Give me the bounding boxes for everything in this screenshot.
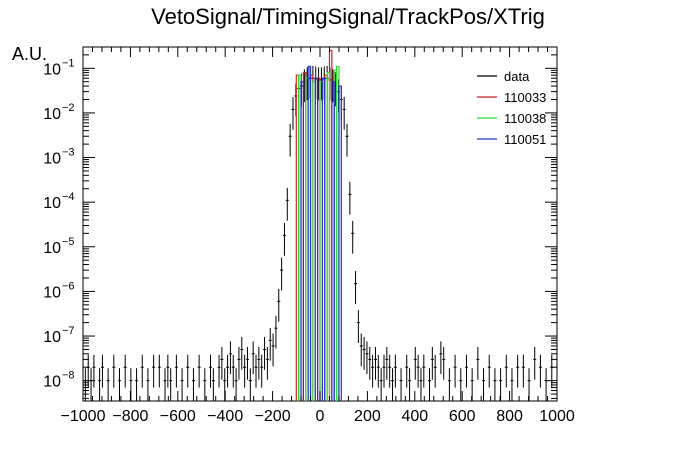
y-tick-exponent: −4 [62,191,75,203]
legend-label-110033: 110033 [504,90,546,105]
x-tick-label: −1000 [61,408,106,425]
legend: data 110033 110038 110051 [477,69,546,147]
legend-label-110051: 110051 [504,132,546,147]
y-tick-exponent: −8 [62,370,75,382]
series-110051-bin [307,65,312,401]
y-tick-label: 10 [43,61,61,78]
y-tick-exponent: −7 [62,325,75,337]
y-tick-label: 10 [43,240,61,257]
y-tick-label: 10 [43,151,61,168]
chart-title: VetoSignal/TimingSignal/TrackPos/XTrig [151,4,545,29]
x-tick-label: −800 [112,408,148,425]
y-tick-label: 10 [43,106,61,123]
x-tick-label: −600 [160,408,196,425]
x-tick-label: −400 [207,408,243,425]
series-110051-bin [300,81,305,401]
x-tick-label: 0 [316,408,325,425]
x-tick-label: 200 [354,408,381,425]
y-tick-exponent: −5 [62,236,75,248]
x-tick-label: 600 [449,408,476,425]
y-tick-label: 10 [43,284,61,301]
y-tick-exponent: −2 [62,102,75,114]
series-110051-bin [338,85,342,401]
y-tick-exponent: −1 [62,57,75,69]
x-tick-label: 400 [401,408,428,425]
series-110051-bin [331,81,335,401]
x-tick-label: −200 [255,408,291,425]
x-tick-label: 800 [496,408,523,425]
y-tick-label: 10 [43,374,61,391]
series-110051-bin [314,77,319,401]
y-tick-exponent: −3 [62,147,75,159]
legend-label-data: data [504,69,530,84]
series-110051-bin [321,77,326,401]
y-tick-label: 10 [43,195,61,212]
legend-label-110038: 110038 [504,111,546,126]
y-tick-exponent: −6 [62,280,75,292]
y-tick-label: 10 [43,329,61,346]
series-110038-bin [326,72,331,401]
x-tick-label: 1000 [539,408,575,425]
y-axis-label: A.U. [12,44,48,64]
